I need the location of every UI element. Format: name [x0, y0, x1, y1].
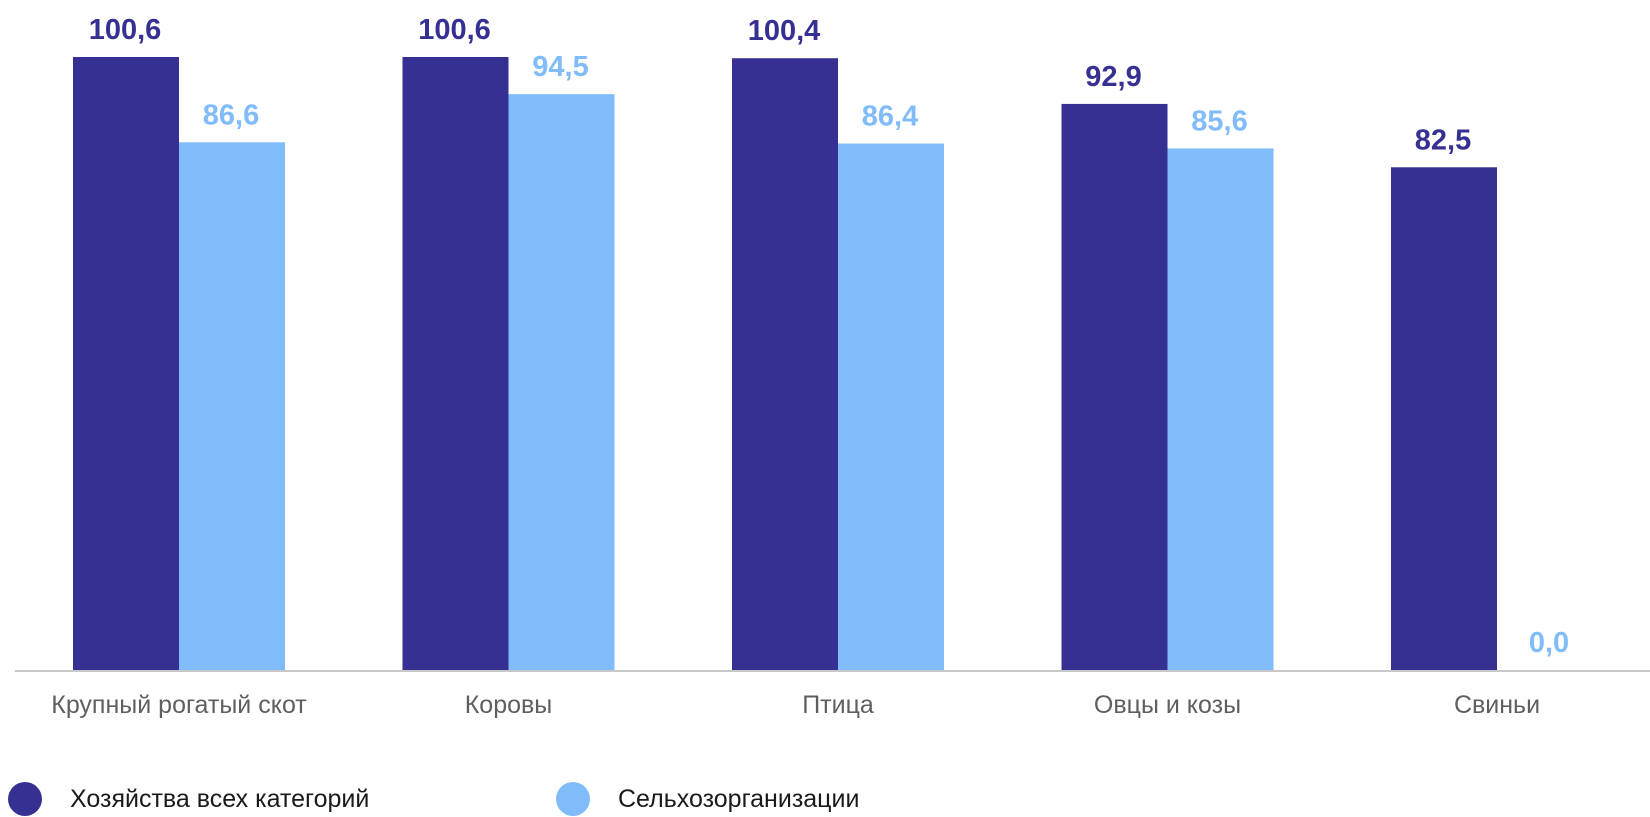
- data-label-series-0-4: 82,5: [1415, 124, 1471, 156]
- data-label-series-0-2: 100,4: [748, 15, 821, 47]
- data-label-series-1-3: 85,6: [1191, 105, 1247, 137]
- x-axis-tick-label-1: Коровы: [465, 691, 553, 719]
- legend-label-all-farms: Хозяйства всех категорий: [70, 784, 370, 813]
- x-axis-tick-label-3: Овцы и козы: [1094, 691, 1241, 719]
- bar-series-0-1: [402, 57, 509, 670]
- data-label-series-0-0: 100,6: [89, 14, 162, 46]
- x-axis-tick-label-0: Крупный рогатый скот: [51, 691, 307, 719]
- legend-item-agricultural-organizations: Сельхозорганизации: [556, 782, 859, 816]
- x-axis-tick-label-2: Птица: [802, 691, 874, 719]
- bar-series-1-0: [179, 142, 285, 670]
- data-label-series-0-3: 92,9: [1085, 61, 1141, 93]
- data-label-series-1-4: 0,0: [1529, 627, 1569, 659]
- bar-series-1-1: [508, 94, 615, 670]
- bar-series-1-2: [838, 143, 944, 670]
- bar-series-0-3: [1061, 103, 1168, 670]
- data-label-series-1-2: 86,4: [862, 101, 918, 133]
- bar-series-0-0: [73, 57, 179, 670]
- legend-swatch-agricultural-organizations: [556, 782, 590, 816]
- x-axis-tick-label-4: Свиньи: [1454, 691, 1540, 719]
- data-label-series-1-0: 86,6: [203, 99, 259, 131]
- bar-series-0-2: [732, 58, 838, 670]
- legend-item-all-farms: Хозяйства всех категорий: [8, 782, 369, 816]
- legend-swatch-all-farms: [8, 782, 42, 816]
- data-label-series-0-1: 100,6: [418, 14, 491, 46]
- bar-series-0-4: [1391, 167, 1497, 670]
- bar-series-1-3: [1167, 148, 1274, 670]
- legend-label-agricultural-organizations: Сельхозорганизации: [618, 784, 860, 813]
- data-label-series-1-1: 94,5: [532, 51, 588, 83]
